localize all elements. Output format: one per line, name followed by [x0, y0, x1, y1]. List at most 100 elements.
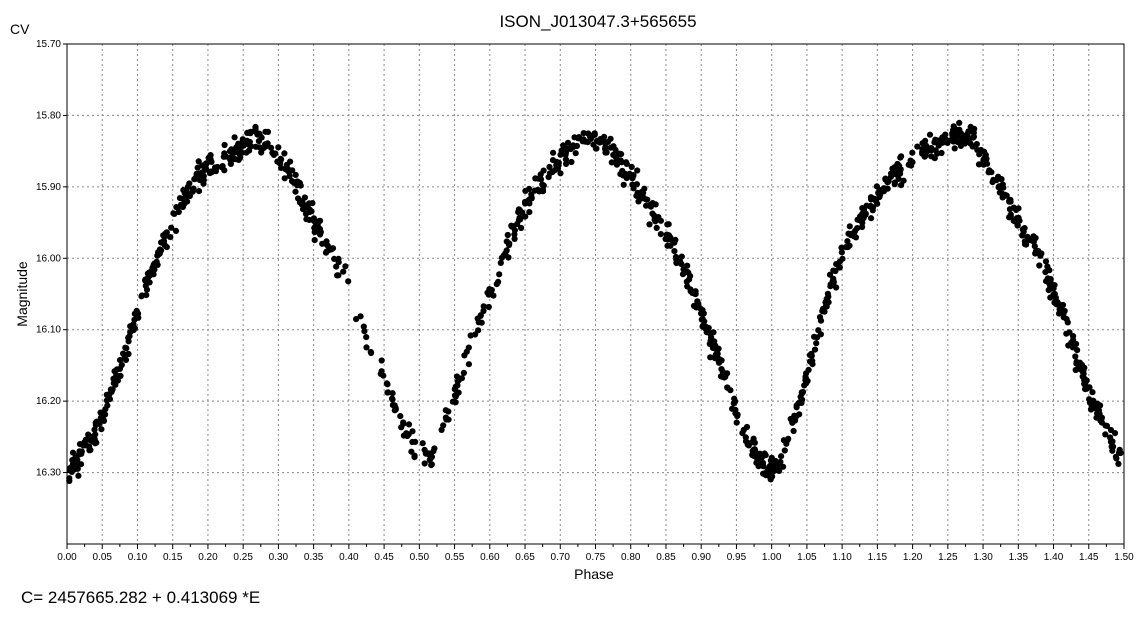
data-point — [684, 283, 691, 290]
data-point — [219, 163, 226, 170]
data-point — [163, 229, 170, 236]
data-point — [1042, 258, 1050, 265]
data-point — [262, 143, 269, 150]
data-point — [928, 147, 935, 154]
data-point — [114, 366, 121, 373]
data-point — [798, 390, 806, 397]
data-point — [1109, 443, 1117, 450]
data-point — [919, 149, 926, 156]
data-point — [539, 181, 546, 188]
data-point — [895, 165, 902, 172]
x-axis-ticks: 0.00 0.05 0.10 0.15 0.20 0.25 0.30 0.35 0.40 0.45… — [57, 544, 1134, 563]
data-point — [292, 171, 299, 178]
data-point — [628, 163, 635, 170]
data-point — [452, 399, 459, 406]
data-point — [172, 227, 180, 234]
x-tick-label: 0.45 — [374, 552, 394, 563]
data-point — [1013, 206, 1020, 213]
data-point — [1072, 353, 1079, 360]
data-point — [734, 413, 741, 420]
data-point — [961, 140, 969, 147]
data-point — [731, 395, 738, 402]
data-point — [285, 168, 292, 175]
data-point — [384, 381, 391, 388]
data-point — [868, 215, 875, 222]
data-point — [237, 154, 244, 161]
data-point — [1081, 380, 1088, 388]
data-point — [898, 182, 905, 189]
data-point — [1090, 404, 1097, 411]
data-point — [363, 334, 370, 341]
data-point — [539, 186, 547, 193]
data-point — [268, 144, 275, 151]
data-point — [258, 149, 265, 156]
data-point — [727, 387, 734, 394]
data-point — [926, 131, 934, 138]
data-point — [732, 406, 739, 413]
data-point — [156, 246, 164, 253]
data-point — [1086, 384, 1093, 391]
data-point — [206, 170, 214, 177]
data-point — [160, 237, 167, 244]
data-point — [329, 245, 337, 252]
data-point — [195, 188, 203, 195]
data-point — [833, 284, 840, 291]
data-point — [846, 223, 853, 230]
data-point — [189, 187, 196, 194]
data-point — [649, 210, 656, 217]
data-point — [783, 440, 790, 447]
data-point — [1061, 308, 1068, 315]
x-tick-label: 1.25 — [938, 552, 958, 563]
data-point — [363, 344, 370, 351]
data-point — [138, 292, 146, 299]
data-point — [1097, 417, 1104, 424]
data-point — [749, 447, 756, 454]
data-point — [212, 168, 219, 175]
data-point — [445, 416, 452, 423]
data-point — [1080, 367, 1087, 374]
data-point — [646, 221, 653, 228]
data-points — [66, 119, 1124, 485]
data-point — [400, 432, 407, 439]
data-point — [221, 141, 228, 149]
data-point — [1086, 396, 1093, 403]
data-point — [196, 172, 203, 180]
data-point — [691, 290, 698, 297]
data-point — [103, 391, 110, 398]
y-tick-label: 16.00 — [36, 253, 61, 264]
data-point — [1056, 310, 1063, 317]
data-point — [778, 453, 785, 460]
data-point — [789, 419, 796, 426]
data-point — [602, 144, 609, 151]
data-point — [1007, 196, 1014, 203]
data-point — [342, 263, 349, 270]
data-point — [813, 340, 820, 347]
data-point — [524, 198, 531, 205]
grid-lines — [67, 44, 1124, 544]
x-tick-label: 0.50 — [410, 552, 430, 563]
data-point — [195, 158, 202, 165]
data-point — [846, 242, 853, 249]
data-point — [243, 149, 250, 156]
x-tick-label: 0.00 — [57, 552, 77, 563]
data-point — [956, 119, 963, 126]
data-point — [665, 221, 672, 228]
data-point — [686, 276, 693, 283]
data-point — [274, 158, 281, 165]
data-point — [425, 451, 432, 458]
data-point — [694, 298, 701, 305]
y-axis-ticks: 15.70 15.80 15.90 16.00 16.10 16.20 16.30 — [36, 39, 67, 479]
data-point — [657, 231, 665, 238]
data-point — [1036, 262, 1043, 269]
data-point — [108, 388, 115, 395]
data-point — [1046, 280, 1053, 287]
data-point — [331, 255, 338, 262]
data-point — [922, 137, 929, 144]
x-tick-label: 0.95 — [727, 552, 747, 563]
data-point — [742, 434, 749, 441]
data-point — [699, 307, 706, 314]
y-axis-title: Magnitude — [14, 261, 30, 327]
data-point — [179, 203, 186, 211]
data-point — [954, 139, 961, 146]
data-point — [580, 136, 587, 143]
